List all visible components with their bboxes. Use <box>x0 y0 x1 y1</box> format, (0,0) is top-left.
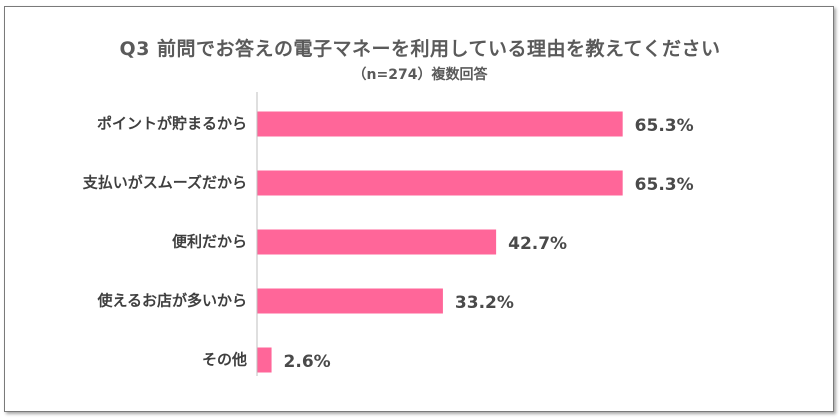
category-label: ポイントが貯まるから <box>97 115 247 133</box>
value-label: 65.3% <box>635 116 694 136</box>
chart-title: Q3 前問でお答えの電子マネーを利用している理由を教えてください <box>119 38 721 60</box>
value-label: 65.3% <box>635 175 694 195</box>
chart-subtitle: （n=274）複数回答 <box>352 67 488 83</box>
bars-layer: ポイントが貯まるから 65.3% 支払いがスムーズだから 65.3% 便利だから 42.7… <box>82 111 694 373</box>
value-label: 42.7% <box>508 234 567 254</box>
category-label: 使えるお店が多いから <box>96 292 247 310</box>
bar <box>257 288 443 314</box>
bar <box>257 170 623 196</box>
value-label: 2.6% <box>284 352 331 372</box>
category-label: 支払いがスムーズだから <box>82 174 247 192</box>
category-label: その他 <box>202 351 247 369</box>
bar <box>257 111 623 137</box>
bar <box>257 229 497 255</box>
bar <box>257 347 272 373</box>
category-label: 便利だから <box>172 233 247 251</box>
value-label: 33.2% <box>455 293 514 313</box>
chart-frame <box>4 6 834 412</box>
